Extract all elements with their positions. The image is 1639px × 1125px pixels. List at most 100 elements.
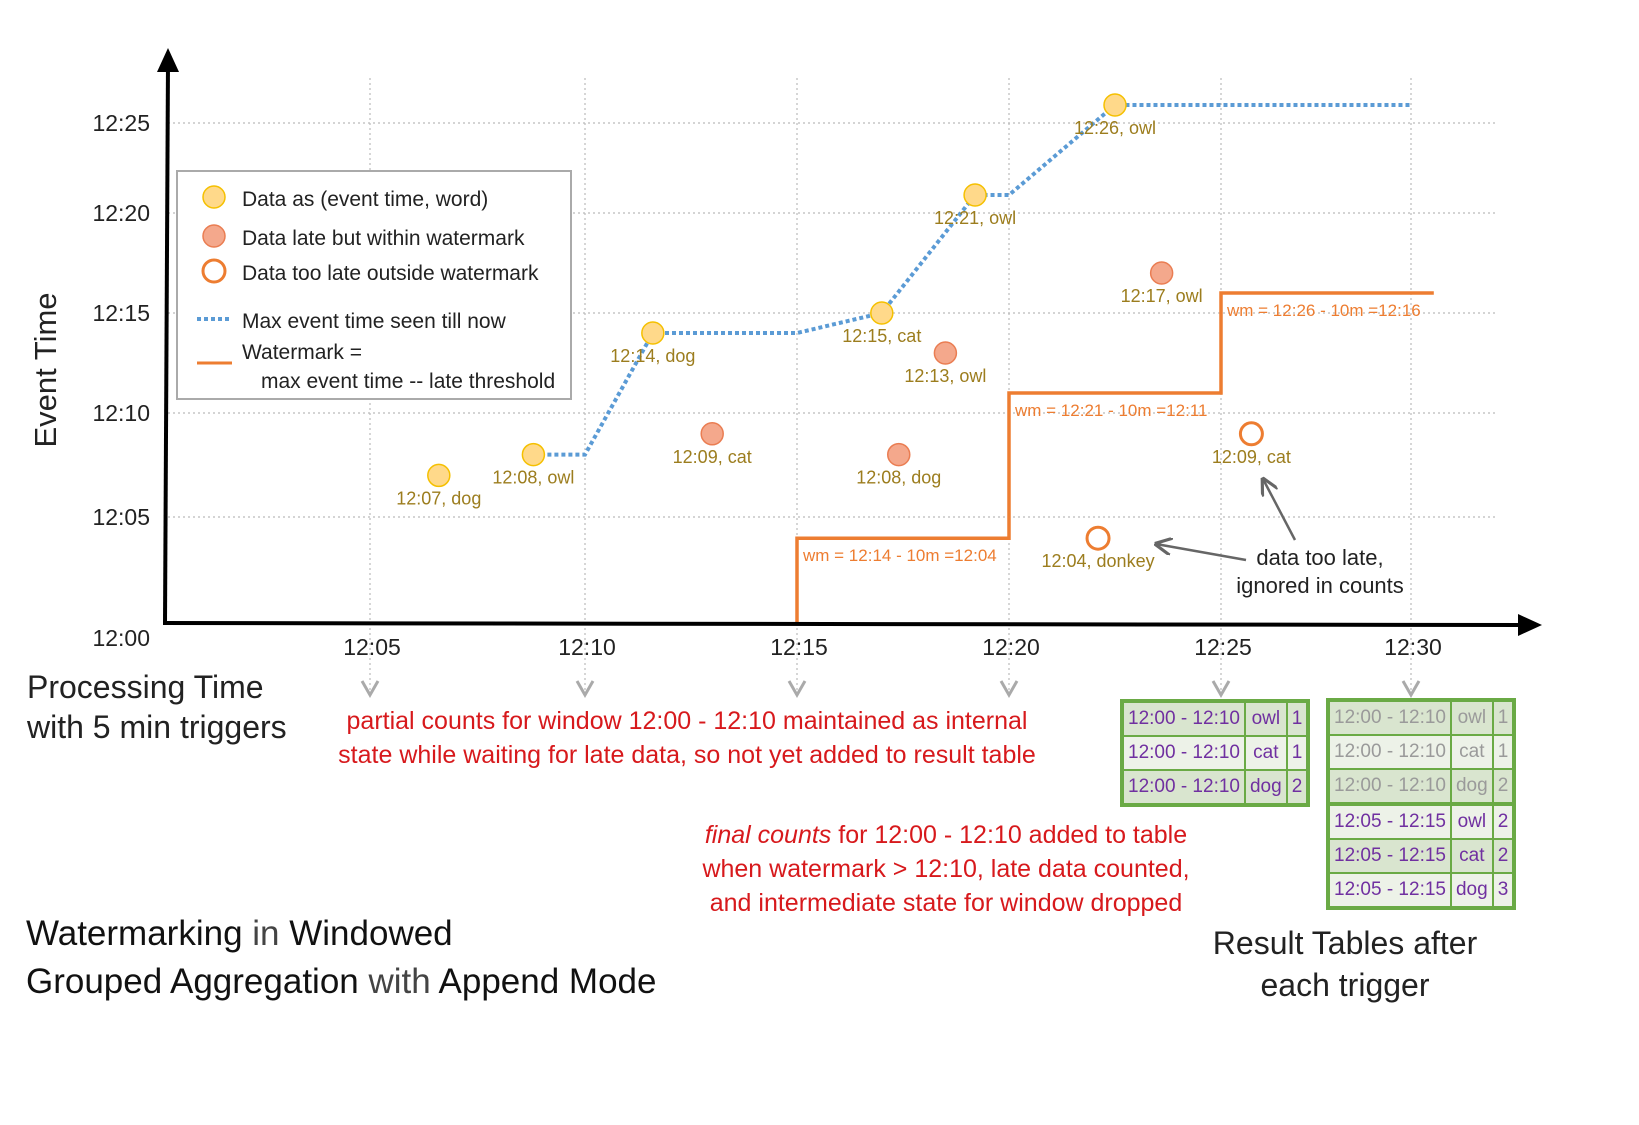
legend-label: Max event time seen till now xyxy=(242,310,507,333)
legend-label: Data late but within watermark xyxy=(242,227,525,250)
x-axis-arrow xyxy=(1518,614,1542,636)
x-tick-label: 12:10 xyxy=(558,634,616,660)
too-late-annotation: data too late, xyxy=(1256,545,1383,570)
title-line2: Grouped Aggregation with Append Mode xyxy=(26,958,656,1006)
data-point-too-late xyxy=(1238,421,1264,447)
arrow-to-donkey xyxy=(1156,544,1247,562)
y-tick-label: 12:15 xyxy=(92,300,150,326)
cell-window: 12:00 - 12:10 xyxy=(1121,735,1246,771)
data-point-on-time xyxy=(963,183,987,207)
trigger-arrow-icon xyxy=(360,680,380,699)
y-axis xyxy=(163,61,170,624)
x-axis xyxy=(162,621,1523,627)
title-part: Append Mode xyxy=(438,962,657,1001)
note-line: final counts for 12:00 - 12:10 added to … xyxy=(690,818,1202,852)
arrow-to-cat xyxy=(1263,479,1297,541)
data-point-on-time xyxy=(870,301,894,325)
cell-word: owl xyxy=(1449,699,1494,736)
title-part: in xyxy=(242,914,290,953)
data-point-on-time xyxy=(1103,93,1127,117)
cell-window: 12:05 - 12:15 xyxy=(1327,838,1452,874)
legend-late-icon xyxy=(202,224,226,248)
data-point-late xyxy=(700,422,724,446)
caption-line: Result Tables after xyxy=(1212,925,1478,961)
result-row: 12:00 - 12:10 owl 1 xyxy=(1327,699,1516,736)
cell-count: 2 xyxy=(1491,802,1516,840)
result-table-12-25: 12:00 - 12:10 owl 1 12:00 - 12:10 cat 1 12:00 … xyxy=(1120,699,1311,807)
x-axis-title-line2: with 5 min triggers xyxy=(27,709,287,745)
result-row: 12:05 - 12:15 owl 2 xyxy=(1327,802,1516,840)
data-point-label: 12:26, owl xyxy=(1074,118,1156,138)
data-point-late xyxy=(887,442,911,467)
trigger-arrow-icon xyxy=(1401,680,1421,699)
x-tick-label: 12:05 xyxy=(343,634,401,660)
x-tick-label: 12:15 xyxy=(770,634,828,660)
data-point-label: 12:14, dog xyxy=(610,346,695,366)
note-line: when watermark > 12:10, late data counte… xyxy=(702,855,1190,883)
result-tables-caption: Result Tables after each trigger xyxy=(1195,922,1495,1006)
data-point-label: 12:21, owl xyxy=(934,208,1016,228)
cell-count: 2 xyxy=(1285,769,1310,806)
y-tick-label: 12:00 xyxy=(92,625,150,651)
cell-window: 12:00 - 12:10 xyxy=(1121,700,1246,737)
title-line1: Watermarking in Windowed xyxy=(26,910,656,958)
cell-word: cat xyxy=(1449,734,1494,770)
result-row: 12:05 - 12:15 cat 2 xyxy=(1327,838,1516,874)
final-counts-note: final counts for 12:00 - 12:10 added to … xyxy=(690,818,1202,920)
legend-label-cont: max event time -- late threshold xyxy=(261,370,555,393)
data-point-label: 12:07, dog xyxy=(396,488,481,508)
axes xyxy=(157,48,1542,636)
data-point-on-time xyxy=(521,442,546,467)
y-tick-label: 12:10 xyxy=(92,400,150,426)
legend-label: Data too late outside watermark xyxy=(242,262,539,285)
watermark-label: wm = 12:21 - 10m =12:11 xyxy=(1014,401,1207,420)
cell-word: owl xyxy=(1449,802,1494,840)
cell-count: 2 xyxy=(1491,838,1516,874)
data-point-on-time xyxy=(427,463,451,488)
data-point-label: 12:08, dog xyxy=(856,468,941,488)
cell-window: 12:05 - 12:15 xyxy=(1327,872,1452,909)
trigger-arrow-icon xyxy=(1211,680,1231,699)
cell-word: dog xyxy=(1449,872,1494,909)
data-point-label: 12:15, cat xyxy=(842,326,921,346)
data-point-too-late xyxy=(1085,525,1111,551)
cell-window: 12:00 - 12:10 xyxy=(1327,768,1452,805)
x-axis-title-line1: Processing Time xyxy=(27,669,264,705)
legend-label: Data as (event time, word) xyxy=(242,188,488,211)
cell-count: 1 xyxy=(1285,700,1310,737)
x-tick-label: 12:20 xyxy=(982,634,1040,660)
cell-window: 12:00 - 12:10 xyxy=(1121,769,1246,806)
cell-word: owl xyxy=(1243,700,1288,737)
partial-counts-note: partial counts for window 12:00 - 12:10 … xyxy=(317,704,1057,772)
y-tick-label: 12:05 xyxy=(92,504,150,530)
cell-count: 1 xyxy=(1285,735,1310,771)
result-table-12-30: 12:00 - 12:10 owl 1 12:00 - 12:10 cat 1 12:00 … xyxy=(1326,698,1517,910)
data-point-label: 12:09, cat xyxy=(1212,447,1291,467)
cell-count: 3 xyxy=(1491,872,1516,909)
data-point-late xyxy=(1149,261,1174,285)
legend-on-time-icon xyxy=(202,185,226,209)
watermark-line: wm = 12:14 - 10m =12:04 wm = 12:21 - 10m … xyxy=(795,291,1434,623)
legend-too-late-icon xyxy=(201,258,227,284)
x-axis-title: Processing Time with 5 min triggers xyxy=(27,667,287,747)
data-point-on-time xyxy=(641,321,665,345)
cell-count: 1 xyxy=(1491,734,1516,770)
result-row: 12:00 - 12:10 owl 1 xyxy=(1121,700,1310,737)
watermark-label: wm = 12:26 - 10m =12:16 xyxy=(1226,301,1421,320)
y-axis-arrow xyxy=(157,48,179,72)
data-point-late xyxy=(933,341,958,365)
watermark-step-path xyxy=(795,291,1434,623)
legend-box xyxy=(176,170,572,400)
title-part: with xyxy=(358,962,439,1001)
cell-window: 12:00 - 12:10 xyxy=(1327,699,1452,736)
x-tick-label: 12:25 xyxy=(1194,634,1252,660)
title-part: Grouped Aggregation xyxy=(26,962,359,1001)
cell-window: 12:05 - 12:15 xyxy=(1327,802,1452,840)
max-event-time-line xyxy=(533,103,1411,457)
title-part: Watermarking xyxy=(26,914,243,953)
too-late-annotation: ignored in counts xyxy=(1236,573,1404,598)
result-row: 12:00 - 12:10 dog 2 xyxy=(1121,769,1310,806)
caption-line: each trigger xyxy=(1260,967,1430,1003)
note-line: state while waiting for late data, so no… xyxy=(338,741,1036,769)
